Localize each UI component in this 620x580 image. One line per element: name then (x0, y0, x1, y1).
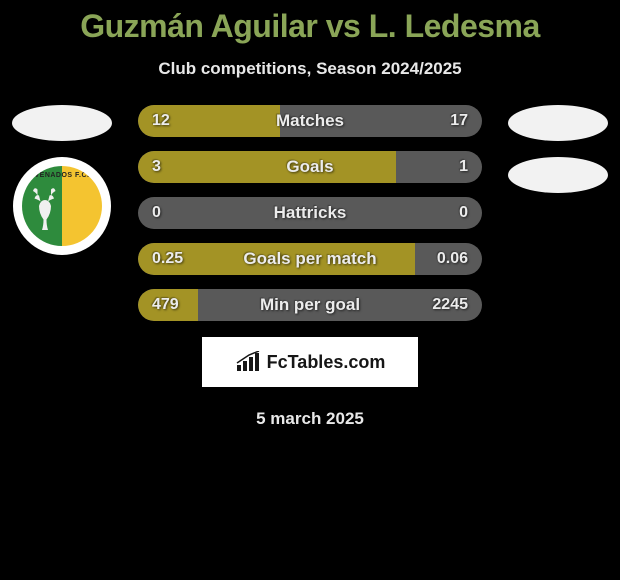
stat-bar: 0.25Goals per match0.06 (138, 243, 482, 275)
stat-label: Matches (138, 105, 482, 137)
team-badge-left: VENADOS F.C. (13, 157, 111, 255)
player-left-placeholder (12, 105, 112, 141)
stat-bar: 12Matches17 (138, 105, 482, 137)
stat-bar: 479Min per goal2245 (138, 289, 482, 321)
stat-label: Hattricks (138, 197, 482, 229)
comparison-card: Guzmán Aguilar vs L. Ledesma Club compet… (0, 0, 620, 580)
stat-label: Goals (138, 151, 482, 183)
brand-chart-icon (235, 351, 261, 373)
stat-label: Min per goal (138, 289, 482, 321)
stat-value-right: 1 (459, 151, 468, 183)
team-right-placeholder (508, 157, 608, 193)
subtitle: Club competitions, Season 2024/2025 (0, 59, 620, 79)
stat-value-right: 2245 (432, 289, 468, 321)
brand-badge: FcTables.com (202, 337, 418, 387)
footer-date: 5 march 2025 (0, 409, 620, 429)
stat-bar: 3Goals1 (138, 151, 482, 183)
badge-label: VENADOS F.C. (22, 172, 102, 179)
right-side (502, 105, 614, 193)
left-side: VENADOS F.C. (6, 105, 118, 255)
deer-icon (30, 184, 60, 234)
stat-label: Goals per match (138, 243, 482, 275)
page-title: Guzmán Aguilar vs L. Ledesma (0, 8, 620, 45)
stat-value-right: 0 (459, 197, 468, 229)
player-right-placeholder (508, 105, 608, 141)
stat-bar: 0Hattricks0 (138, 197, 482, 229)
stat-value-right: 17 (450, 105, 468, 137)
brand-text: FcTables.com (267, 352, 386, 373)
stat-bars: 12Matches17 3Goals1 0Hattricks0 0.25Goals p… (118, 105, 502, 321)
stat-value-right: 0.06 (437, 243, 468, 275)
body-row: VENADOS F.C. 12Matches17 3Goals1 0Hattrick… (0, 105, 620, 321)
